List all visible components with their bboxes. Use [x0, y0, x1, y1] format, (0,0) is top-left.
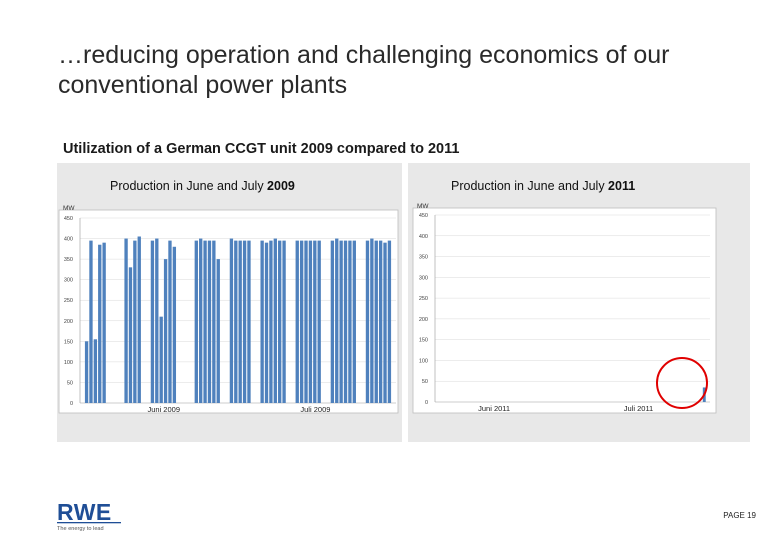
- rwe-logo: RWE The energy to lead: [57, 499, 121, 532]
- chart0-bar: [163, 259, 168, 403]
- rwe-tagline: The energy to lead: [57, 526, 104, 532]
- chart0-bar: [278, 240, 282, 403]
- chart1-y-tick-label: 150: [419, 338, 428, 344]
- chart0-bar: [159, 316, 163, 403]
- chart0-bar: [199, 238, 203, 403]
- chart-title-2009-text: Production in June and July: [110, 179, 268, 193]
- chart0-bar: [194, 240, 198, 403]
- chart-title-2011-year: 2011: [608, 179, 636, 193]
- chart0-bar: [299, 240, 304, 403]
- chart0-y-tick-label: 200: [64, 319, 73, 325]
- chart0-bar: [84, 341, 89, 403]
- chart0-bar: [238, 240, 242, 403]
- chart-title-2009-year: 2009: [267, 179, 295, 193]
- chart0-bar: [155, 238, 159, 403]
- chart0-bar: [212, 240, 216, 403]
- chart0-y-tick-label: 350: [64, 257, 73, 263]
- chart1-y-axis-label: MW: [417, 203, 429, 210]
- chart1-y-tick-label: 100: [419, 358, 428, 364]
- chart0-bar: [348, 240, 352, 403]
- chart0-y-tick-label: 50: [67, 380, 73, 386]
- chart0-bar: [216, 259, 220, 403]
- chart0-bar: [229, 238, 234, 403]
- chart0-bar: [150, 240, 155, 403]
- chart0-bar: [383, 242, 387, 403]
- chart0-bar: [102, 242, 106, 403]
- chart0-y-tick-label: 150: [64, 339, 73, 345]
- chart0-bar: [234, 240, 238, 403]
- chart0-y-tick-label: 0: [70, 401, 73, 407]
- chart0-bar: [317, 240, 321, 403]
- chart0-y-tick-label: 300: [64, 278, 73, 284]
- chart0-bar: [260, 240, 264, 403]
- chart0-bar: [365, 240, 370, 403]
- chart1-x-tick-label: Juli 2011: [624, 404, 653, 413]
- chart0-bar: [124, 238, 128, 403]
- chart0-bar: [370, 238, 374, 403]
- chart0-bar: [207, 240, 212, 403]
- chart0-bar: [330, 240, 335, 403]
- chart0-x-tick-label: Juli 2009: [300, 405, 330, 414]
- chart0-bar: [352, 240, 356, 403]
- chart1-y-tick-label: 200: [419, 317, 428, 323]
- chart0-x-tick-label: Juni 2009: [147, 405, 180, 414]
- chart0-bar: [313, 240, 317, 403]
- chart-title-2011: Production in June and July 2011: [451, 179, 635, 193]
- chart1-y-tick-label: 350: [419, 255, 428, 261]
- chart0-bar: [93, 339, 98, 403]
- chart1-y-tick-label: 450: [419, 213, 428, 219]
- chart0-bar: [247, 240, 251, 403]
- chart1-y-tick-label: 0: [425, 400, 428, 406]
- chart0-bar: [378, 240, 383, 403]
- chart0-bar: [89, 240, 93, 403]
- chart0-bar: [203, 240, 207, 403]
- chart0-bar: [304, 240, 308, 403]
- chart-title-2011-text: Production in June and July: [451, 179, 609, 193]
- chart0-bar: [172, 246, 177, 403]
- chart0-y-axis-label: MW: [63, 205, 75, 212]
- chart-title-2009: Production in June and July 2009: [110, 179, 295, 193]
- chart0-bar: [133, 240, 137, 403]
- highlight-circle: [656, 357, 708, 409]
- chart0-bar: [374, 240, 378, 403]
- chart0-bar: [128, 267, 133, 403]
- rwe-logo-text: RWE: [57, 499, 112, 525]
- chart0-bar: [264, 242, 269, 403]
- chart1-plot-frame: [412, 207, 717, 414]
- chart0-bar: [168, 240, 172, 403]
- chart0-bar: [387, 240, 392, 403]
- chart1-y-tick-label: 50: [422, 379, 428, 385]
- chart0-bar: [343, 240, 348, 403]
- chart0-bar: [269, 240, 273, 403]
- chart0-bar: [282, 240, 286, 403]
- chart0-y-tick-label: 400: [64, 237, 73, 243]
- chart0-bar: [295, 240, 299, 403]
- chart0-y-tick-label: 250: [64, 298, 73, 304]
- chart0-bar: [273, 238, 277, 403]
- chart0-bar: [98, 244, 102, 403]
- chart1-y-tick-label: 300: [419, 275, 428, 281]
- chart0-bar: [339, 240, 343, 403]
- page-number: PAGE 19: [723, 511, 756, 520]
- page-title: …reducing operation and challenging econ…: [58, 41, 670, 99]
- page-subtitle: Utilization of a German CCGT unit 2009 c…: [63, 141, 460, 157]
- logo-underline: [57, 522, 121, 524]
- chart0-y-tick-label: 450: [64, 216, 73, 222]
- chart0-bar: [137, 236, 141, 403]
- chart0-y-tick-label: 100: [64, 360, 73, 366]
- chart1-y-tick-label: 250: [419, 296, 428, 302]
- chart0-bar: [242, 240, 247, 403]
- chart0-bar: [308, 240, 313, 403]
- chart1-x-tick-label: Juni 2011: [478, 404, 510, 413]
- chart1-y-tick-label: 400: [419, 234, 428, 240]
- chart0-bar: [335, 238, 339, 403]
